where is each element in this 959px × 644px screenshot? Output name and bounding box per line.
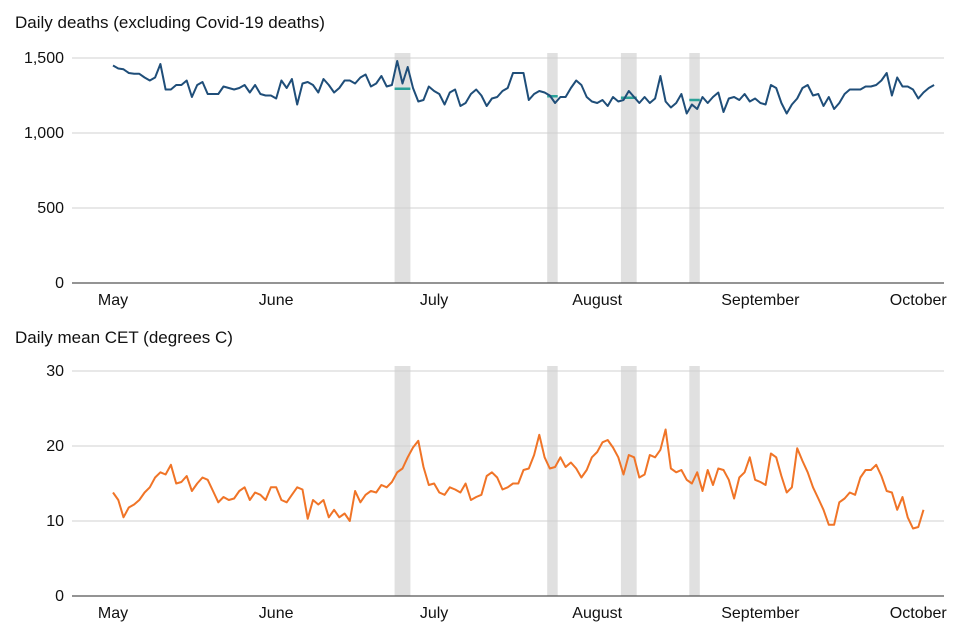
highlight-period-band (547, 366, 558, 596)
x-tick-label: May (98, 292, 128, 309)
series-line (112, 60, 935, 115)
daily-deaths-title: Daily deaths (excluding Covid-19 deaths) (15, 13, 325, 32)
y-tick-label: 1,000 (24, 125, 64, 142)
highlight-period-band (620, 53, 637, 283)
y-tick-label: 0 (55, 275, 64, 292)
highlight-period-band (689, 53, 700, 283)
y-tick-label: 500 (37, 200, 64, 217)
y-tick-label: 1,500 (24, 50, 64, 67)
x-tick-label: October (890, 292, 948, 309)
y-tick-label: 20 (46, 438, 64, 455)
highlight-period-band (689, 366, 700, 596)
y-tick-label: 10 (46, 513, 64, 530)
x-tick-label: October (890, 605, 948, 622)
x-tick-label: July (420, 292, 448, 309)
y-tick-label: 0 (55, 588, 64, 605)
highlight-period-band (394, 366, 411, 596)
highlight-period-band (547, 53, 558, 283)
highlight-period-band (394, 53, 411, 283)
x-tick-label: September (721, 292, 800, 309)
daily-mean-cet-chart: Daily mean CET (degrees C) 0 10 20 30 May Jun… (15, 328, 947, 622)
daily-deaths-chart: Daily deaths (excluding Covid-19 deaths)… (15, 13, 947, 309)
x-tick-label: June (259, 292, 294, 309)
highlight-period-band (620, 366, 637, 596)
x-tick-label: August (572, 605, 622, 622)
daily-mean-cet-title: Daily mean CET (degrees C) (15, 328, 233, 347)
x-tick-label: July (420, 605, 448, 622)
x-tick-label: September (721, 605, 800, 622)
x-tick-label: June (259, 605, 294, 622)
series-line (112, 428, 925, 530)
y-tick-label: 30 (46, 363, 64, 380)
x-tick-label: May (98, 605, 128, 622)
x-tick-label: August (572, 292, 622, 309)
